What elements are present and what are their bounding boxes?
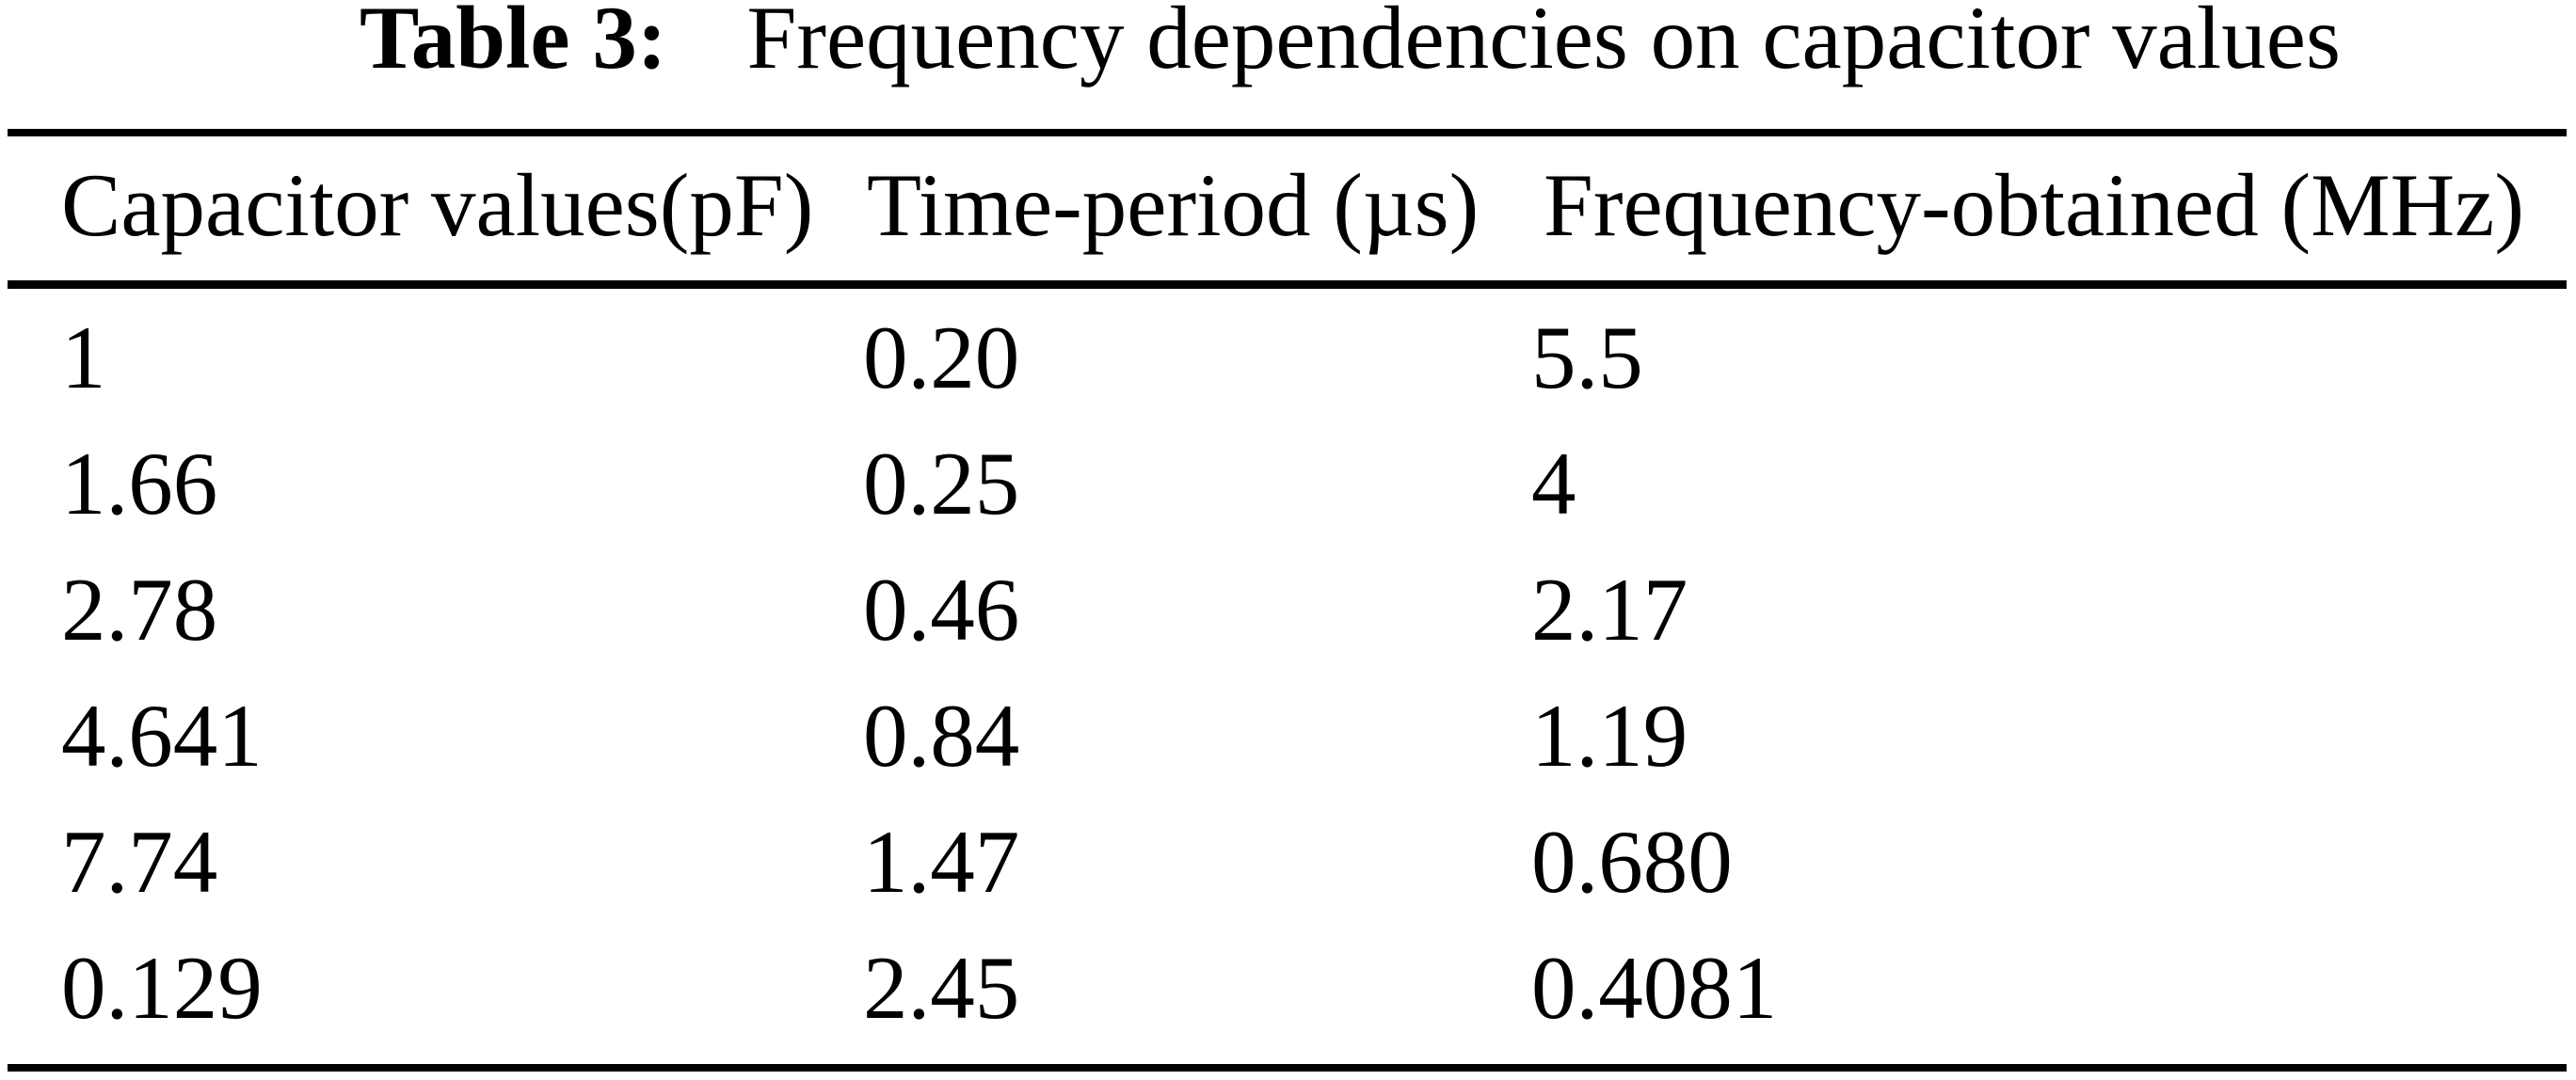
table-cell-time-period: 0.25 xyxy=(863,434,1020,533)
table-caption-label: Table 3: xyxy=(360,0,667,87)
table-cell-capacitor: 2.78 xyxy=(61,560,218,659)
table-row: 1.66 0.25 4 xyxy=(0,439,2576,530)
table-caption: Table 3: Frequency dependencies on capaci… xyxy=(62,0,2576,83)
table-row: 2.78 0.46 2.17 xyxy=(0,565,2576,656)
table-cell-frequency: 0.4081 xyxy=(1531,938,1778,1038)
table-cell-frequency: 0.680 xyxy=(1531,812,1733,912)
table-row: 0.129 2.45 0.4081 xyxy=(0,944,2576,1034)
table-cell-time-period: 2.45 xyxy=(863,938,1020,1038)
table-cell-capacitor: 1 xyxy=(61,308,106,407)
column-header-capacitor-values: Capacitor values(pF) xyxy=(61,155,814,255)
table-row: 4.641 0.84 1.19 xyxy=(0,691,2576,782)
table-mid-rule xyxy=(8,280,2567,289)
table-cell-capacitor: 1.66 xyxy=(61,434,218,533)
table-cell-time-period: 0.84 xyxy=(863,686,1020,786)
table-cell-frequency: 2.17 xyxy=(1531,560,1688,659)
table-bottom-rule xyxy=(8,1064,2567,1072)
table-row: 7.74 1.47 0.680 xyxy=(0,818,2576,908)
table-caption-text: Frequency dependencies on capacitor valu… xyxy=(746,0,2341,87)
table-header-row: Capacitor values(pF) Time-period (µs) Fr… xyxy=(0,161,2576,251)
table-cell-time-period: 0.46 xyxy=(863,560,1020,659)
table-top-rule xyxy=(8,129,2567,136)
column-header-time-period: Time-period (µs) xyxy=(867,155,1480,255)
table-cell-capacitor: 0.129 xyxy=(61,938,263,1038)
table-cell-capacitor: 7.74 xyxy=(61,812,218,912)
table-cell-time-period: 0.20 xyxy=(863,308,1020,407)
table-cell-capacitor: 4.641 xyxy=(61,686,263,786)
table-cell-frequency: 5.5 xyxy=(1531,308,1643,407)
table-cell-frequency: 1.19 xyxy=(1531,686,1688,786)
table-cell-time-period: 1.47 xyxy=(863,812,1020,912)
table-row: 1 0.20 5.5 xyxy=(0,313,2576,404)
column-header-frequency-obtained: Frequency-obtained (MHz) xyxy=(1544,155,2524,255)
table-cell-frequency: 4 xyxy=(1531,434,1576,533)
